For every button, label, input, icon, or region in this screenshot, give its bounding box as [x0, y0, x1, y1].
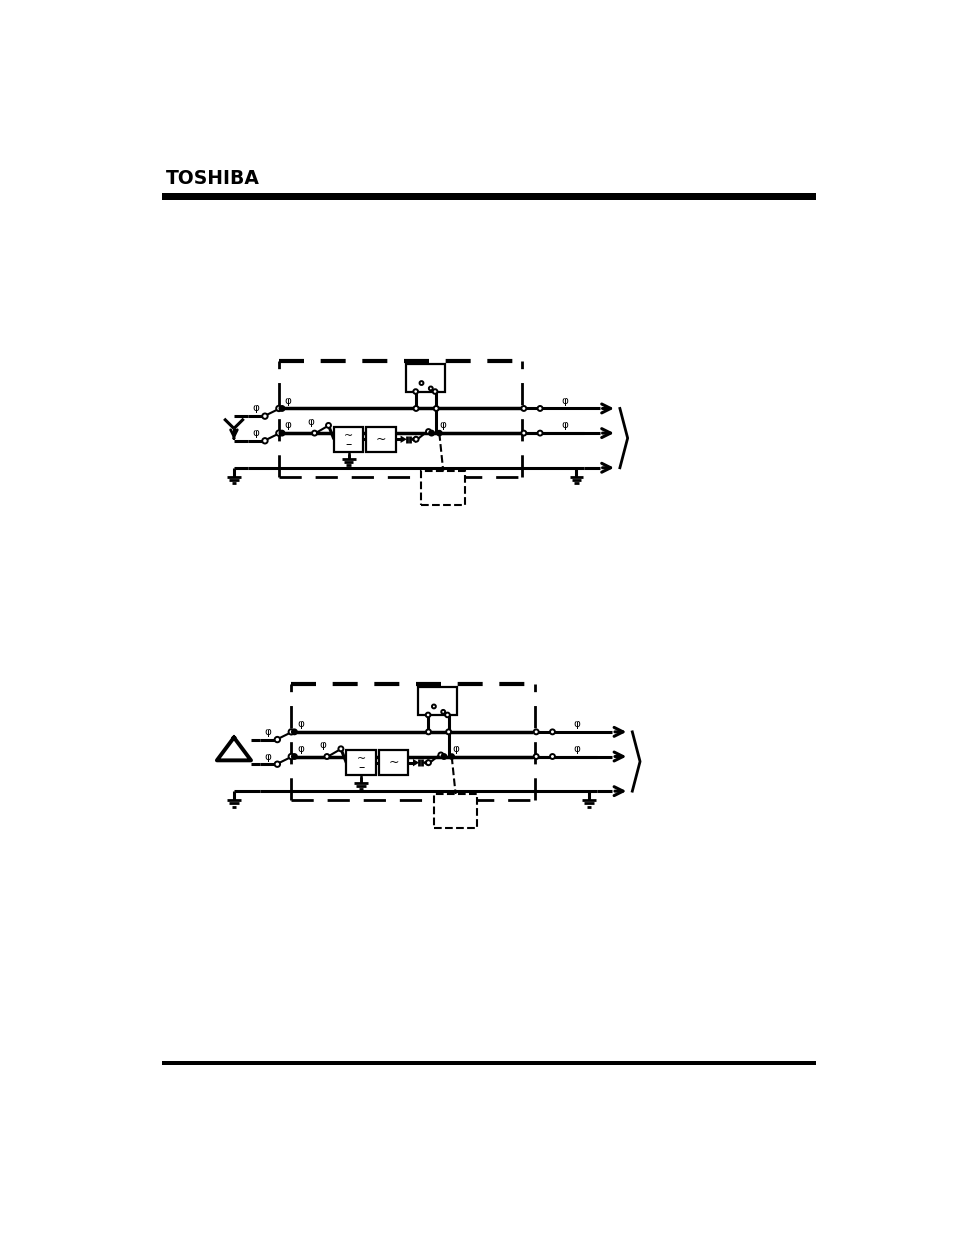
Circle shape — [550, 730, 555, 735]
Circle shape — [413, 389, 417, 394]
Circle shape — [312, 431, 316, 436]
Circle shape — [292, 755, 296, 760]
Text: φ: φ — [574, 719, 580, 729]
Text: φ: φ — [307, 416, 314, 426]
Polygon shape — [400, 436, 406, 443]
Circle shape — [441, 710, 445, 714]
Text: φ: φ — [452, 743, 458, 753]
Circle shape — [441, 755, 446, 760]
Bar — [162, 193, 815, 200]
Circle shape — [426, 429, 431, 433]
Text: φ: φ — [284, 420, 292, 431]
Circle shape — [426, 761, 431, 766]
Text: φ: φ — [252, 404, 259, 414]
Circle shape — [550, 755, 555, 760]
Text: ~: ~ — [375, 432, 386, 446]
Text: ~: ~ — [388, 756, 398, 769]
Circle shape — [276, 431, 281, 436]
Bar — [418, 687, 456, 715]
Text: φ: φ — [264, 727, 272, 737]
Circle shape — [425, 713, 430, 718]
Text: φ: φ — [561, 420, 568, 431]
Bar — [366, 427, 395, 452]
Text: φ: φ — [319, 740, 326, 750]
Text: TOSHIBA: TOSHIBA — [166, 169, 259, 188]
Circle shape — [433, 389, 436, 394]
Circle shape — [279, 406, 284, 411]
Circle shape — [537, 406, 542, 411]
Circle shape — [426, 730, 431, 735]
Circle shape — [432, 704, 436, 709]
Bar — [434, 794, 476, 829]
Circle shape — [419, 382, 423, 385]
Bar — [378, 751, 408, 776]
Circle shape — [289, 753, 294, 760]
Circle shape — [449, 755, 454, 758]
Circle shape — [276, 406, 281, 411]
Bar — [346, 751, 375, 776]
Circle shape — [326, 422, 331, 427]
Circle shape — [446, 730, 451, 735]
Polygon shape — [422, 760, 428, 767]
Circle shape — [520, 406, 526, 411]
Circle shape — [445, 713, 449, 718]
Circle shape — [324, 755, 329, 760]
Text: φ: φ — [252, 429, 259, 438]
Text: φ: φ — [296, 743, 304, 753]
Circle shape — [262, 438, 268, 443]
Bar — [162, 1061, 815, 1066]
Text: ~: ~ — [356, 753, 365, 764]
Text: φ: φ — [574, 743, 580, 753]
Circle shape — [289, 729, 294, 735]
Text: φ: φ — [284, 395, 292, 406]
Circle shape — [429, 387, 433, 390]
Circle shape — [429, 431, 434, 436]
Circle shape — [262, 414, 268, 419]
Circle shape — [520, 431, 526, 436]
Circle shape — [274, 737, 280, 742]
Text: ~: ~ — [344, 431, 353, 441]
Text: φ: φ — [296, 719, 304, 729]
Bar — [334, 427, 363, 452]
Polygon shape — [413, 760, 418, 767]
Circle shape — [533, 730, 538, 735]
Circle shape — [438, 752, 443, 757]
Circle shape — [414, 437, 418, 442]
Circle shape — [414, 406, 418, 411]
Circle shape — [434, 406, 438, 411]
Text: –: – — [345, 437, 352, 451]
Circle shape — [292, 730, 296, 735]
Circle shape — [533, 755, 538, 760]
Text: –: – — [357, 761, 364, 774]
Bar — [421, 471, 464, 505]
Circle shape — [274, 762, 280, 767]
Circle shape — [338, 746, 343, 751]
Text: φ: φ — [439, 420, 446, 431]
Polygon shape — [410, 436, 416, 443]
Text: φ: φ — [264, 752, 272, 762]
Circle shape — [436, 431, 441, 436]
Bar — [406, 364, 444, 391]
Circle shape — [279, 431, 284, 436]
Circle shape — [537, 431, 542, 436]
Text: φ: φ — [561, 395, 568, 406]
